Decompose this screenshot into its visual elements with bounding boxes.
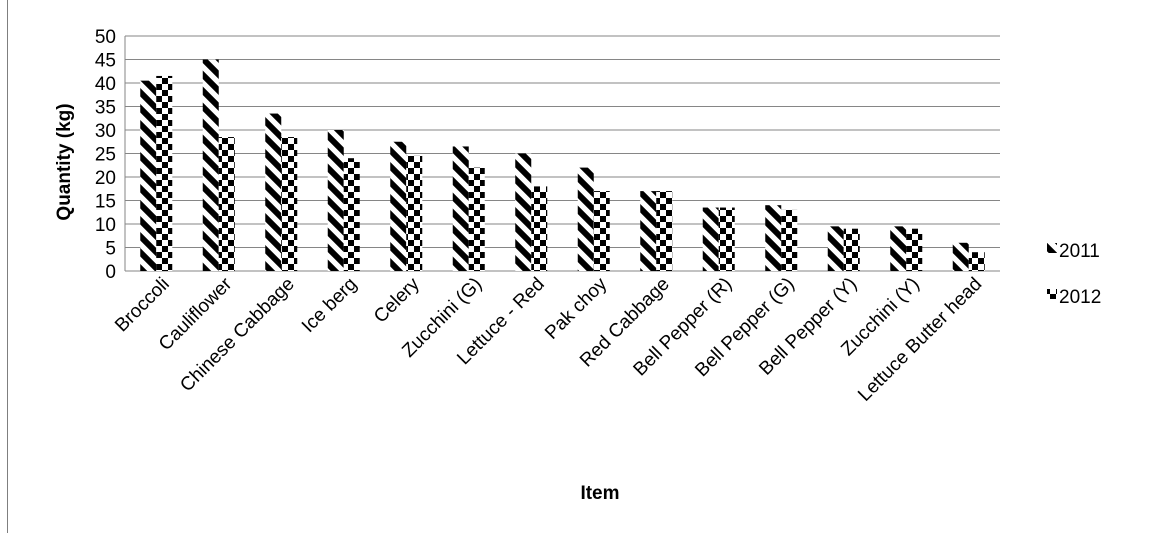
bar-2012 (281, 137, 298, 271)
bar-2011 (827, 226, 844, 271)
legend-label-2012: 2012 (1059, 287, 1101, 308)
bars (140, 59, 985, 272)
bar-2011 (515, 153, 532, 271)
bar-2011 (390, 141, 407, 271)
x-tick-label: Celery (370, 273, 424, 327)
y-tick-label: 15 (95, 192, 116, 213)
bar-2011 (952, 242, 969, 271)
x-tick-label: Chinese Cabbage (176, 274, 298, 396)
gridlines (124, 35, 1000, 272)
y-tick-label: 30 (95, 121, 116, 142)
y-tick-label: 35 (95, 98, 116, 119)
bar-2012 (218, 137, 235, 271)
chart-frame (7, 0, 1150, 533)
x-axis-title: Item (580, 483, 619, 504)
x-tick-label: Ice berg (298, 274, 361, 337)
y-tick-label: 25 (95, 145, 116, 166)
y-tick-label: 45 (95, 51, 116, 72)
x-tick-label: Broccoli (111, 274, 174, 337)
bar-2011 (265, 113, 282, 271)
y-tick-label: 20 (95, 168, 116, 189)
x-tick-label: Lettuce Butter head (854, 274, 986, 406)
bar-2012 (406, 155, 423, 271)
bar-2012 (843, 228, 860, 271)
bar-2011 (452, 146, 469, 271)
legend-swatch-2011 (1047, 243, 1057, 253)
legend-label-2011: 2011 (1059, 241, 1100, 262)
bar-2012 (468, 167, 485, 271)
bar-2011 (327, 130, 344, 271)
y-tick-label: 50 (95, 27, 116, 48)
y-tick-label: 0 (105, 262, 116, 283)
bar-2011 (765, 205, 782, 271)
bar-2012 (531, 186, 548, 271)
bar-2011 (202, 59, 219, 271)
bar-2012 (906, 228, 923, 271)
bar-2012 (718, 207, 735, 271)
legend-swatch-2012 (1047, 289, 1057, 299)
y-tick-label: 40 (95, 74, 116, 95)
bar-2012 (781, 209, 798, 271)
bar-2012 (156, 75, 173, 271)
bar-2012 (593, 191, 610, 271)
bar-2012 (656, 191, 673, 271)
y-tick-label: 5 (105, 239, 116, 260)
bar-2011 (640, 191, 657, 271)
bar-2011 (890, 226, 907, 271)
bar-2011 (140, 80, 157, 272)
y-axis-title: Quantity (kg) (54, 103, 75, 220)
legend: 2011 2012 (1047, 241, 1101, 308)
bar-2011 (702, 207, 719, 271)
bar-2011 (577, 167, 594, 271)
bar-2012 (343, 158, 360, 271)
bar-2012 (968, 252, 985, 271)
y-tick-label: 10 (95, 215, 116, 236)
